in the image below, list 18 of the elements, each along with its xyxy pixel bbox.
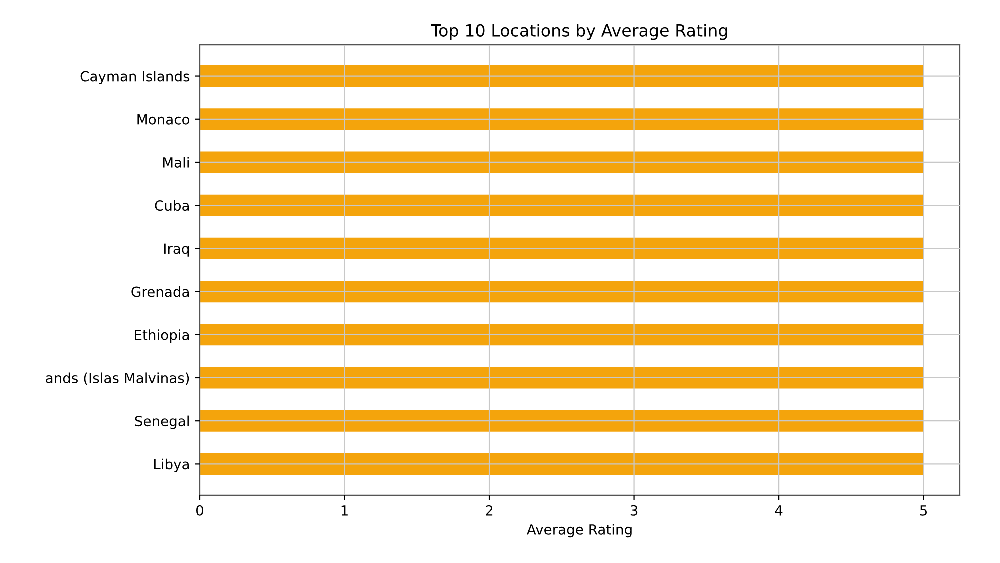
y-tick-label: Grenada bbox=[132, 286, 190, 298]
chart-title: Top 10 Locations by Average Rating bbox=[431, 24, 728, 40]
y-tick-label: Cuba bbox=[155, 200, 190, 212]
y-tick-label: Monaco bbox=[138, 114, 190, 125]
y-tick-label: Libya bbox=[154, 458, 190, 472]
y-tick-label: Iraq bbox=[164, 244, 190, 257]
x-tick-label: 0 bbox=[196, 505, 204, 516]
x-tick-label: 4 bbox=[775, 506, 783, 516]
x-axis-title: Average Rating bbox=[527, 524, 632, 538]
y-tick-label: ands (Islas Malvinas) bbox=[46, 372, 190, 386]
y-tick-label: Ethiopia bbox=[135, 330, 190, 344]
y-tick-label: Cayman Islands bbox=[80, 71, 190, 84]
x-tick-label: 2 bbox=[486, 505, 493, 516]
x-tick-label: 3 bbox=[630, 505, 638, 516]
y-tick-label: Mali bbox=[163, 157, 189, 168]
y-tick-label: Senegal bbox=[135, 416, 189, 430]
x-tick-label: 1 bbox=[342, 506, 348, 516]
x-tick-label: 5 bbox=[920, 506, 928, 516]
